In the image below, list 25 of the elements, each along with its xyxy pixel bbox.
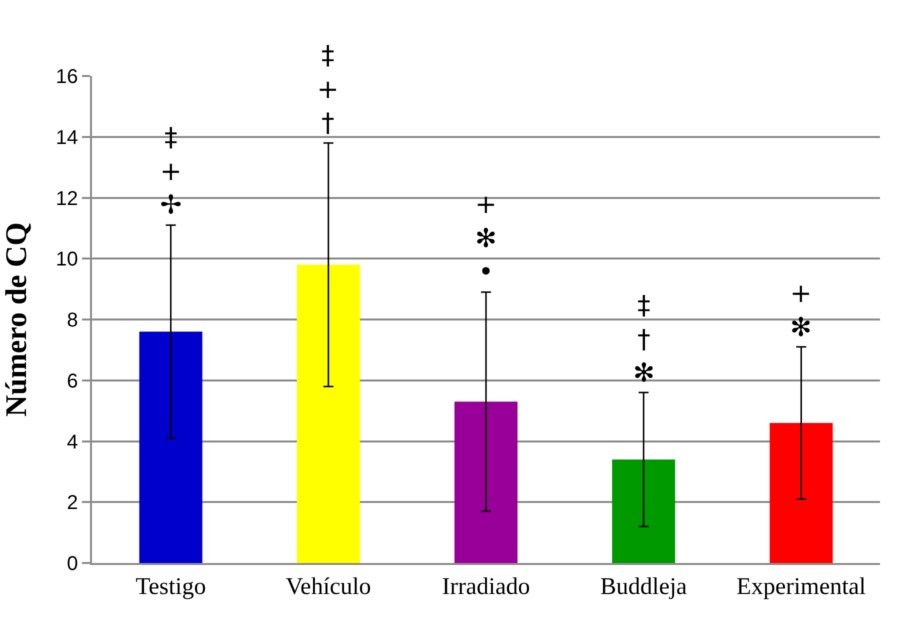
- y-tick-label: 8: [66, 310, 78, 332]
- y-tick-label: 16: [56, 66, 78, 88]
- annotation: ‡ † ✻: [633, 291, 655, 389]
- y-tick-label: 2: [66, 492, 78, 514]
- bar: [612, 460, 676, 563]
- bar: [770, 422, 833, 563]
- annotation: ‡ + ✢: [160, 123, 182, 221]
- x-tick-label: Experimental: [736, 574, 866, 600]
- y-tick-label: 0: [66, 553, 78, 575]
- bar: [139, 332, 202, 563]
- x-tick-label: Testigo: [136, 574, 206, 600]
- annotation: ‡ + †: [317, 41, 339, 139]
- y-tick-label: 4: [66, 431, 78, 454]
- bar: [454, 402, 518, 563]
- x-tick-label: Irradiado: [442, 574, 530, 600]
- bar: [296, 264, 360, 563]
- y-tick-label: 12: [56, 188, 78, 210]
- y-axis-title: Número de CQ: [0, 222, 33, 417]
- y-tick-label: 10: [56, 248, 78, 271]
- y-tick-label: 14: [56, 126, 78, 149]
- x-tick-label: Vehículo: [286, 574, 372, 600]
- annotation: + ✻ •: [475, 190, 497, 288]
- x-tick-label: Buddleja: [600, 574, 688, 600]
- y-tick-label: 6: [66, 370, 78, 392]
- annotation: + ✻: [790, 279, 812, 343]
